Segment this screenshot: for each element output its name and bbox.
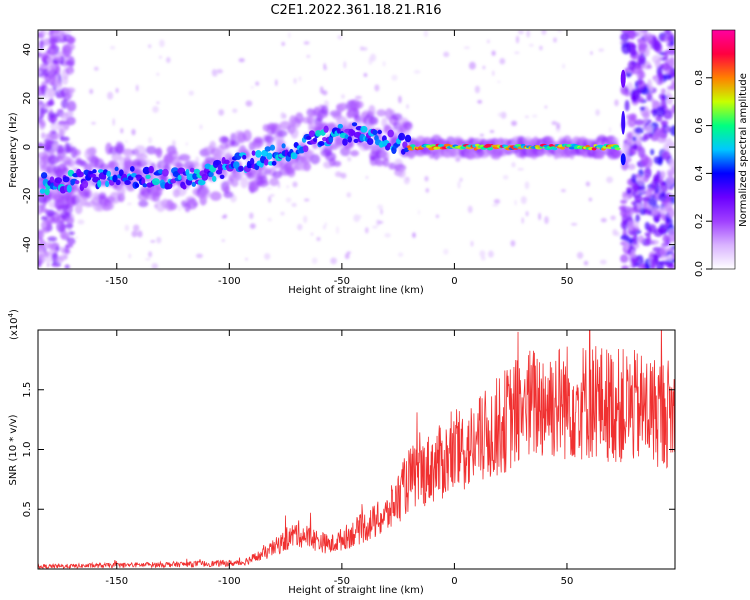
- y-tick-label: 1.0: [22, 442, 33, 458]
- colorbar-label: Normalized spectral amplitude: [738, 73, 749, 227]
- colorbar-tick-label: 0.2: [694, 213, 705, 229]
- spectrogram-ridge: [39, 69, 626, 196]
- y-tick-label: 20: [22, 92, 33, 105]
- snr-panel: -150 -100 -50 0 50 0.5 1.0 1.5 Height of strai…: [7, 309, 676, 596]
- x-tick-label: -150: [105, 576, 128, 587]
- colorbar: 0.0 0.2 0.4 0.6 0.8 Normalized spectral ampl…: [694, 29, 749, 277]
- colorbar-frame: [711, 29, 736, 270]
- snr-series-line: [38, 330, 675, 569]
- x-tick-label: 50: [561, 276, 574, 287]
- snr-y-scale-label: (x104): [7, 309, 20, 340]
- chart-title: C2E1.2022.361.18.21.R16: [270, 3, 441, 18]
- y-tick-label: -20: [22, 188, 33, 204]
- snr-x-axis-label: Height of straight line (km): [288, 585, 424, 596]
- x-tick-label: 0: [451, 576, 457, 587]
- snr-plot-area: [38, 330, 675, 569]
- x-tick-label: -50: [334, 276, 350, 287]
- spectrogram-x-axis-label: Height of straight line (km): [288, 285, 424, 296]
- spectrogram-x-ticks: -150 -100 -50 0 50: [105, 30, 573, 287]
- spectrogram-frame: [37, 29, 676, 270]
- snr-y-ticks: 0.5 1.0 1.5: [22, 382, 675, 517]
- spectrogram-y-ticks: -40 -20 0 20 40: [22, 43, 675, 253]
- x-tick-label: -100: [218, 576, 241, 587]
- snr-x-ticks: -150 -100 -50 0 50: [105, 330, 573, 587]
- x-tick-label: -150: [105, 276, 128, 287]
- colorbar-tick-label: 0.0: [694, 261, 705, 277]
- colorbar-gradient: [712, 30, 735, 269]
- colorbar-tick-label: 0.4: [694, 165, 705, 181]
- y-tick-label: 1.5: [22, 382, 33, 398]
- x-tick-label: -50: [334, 576, 350, 587]
- y-tick-label: 0.5: [22, 501, 33, 517]
- colorbar-tick-label: 0.8: [694, 70, 705, 86]
- spectrogram-y-axis-label: Frequency (Hz): [8, 112, 19, 188]
- x-tick-label: -100: [218, 276, 241, 287]
- x-tick-label: 0: [451, 276, 457, 287]
- snr-y-axis-label: SNR (10 * v/v): [8, 414, 19, 485]
- spectrogram-panel: -150 -100 -50 0 50 -40 -20 0 20 40 Height of str…: [8, 29, 676, 296]
- x-tick-label: 50: [561, 576, 574, 587]
- colorbar-tick-label: 0.6: [694, 118, 705, 134]
- y-tick-label: 0: [22, 144, 33, 150]
- colorbar-ticks: 0.0 0.2 0.4 0.6 0.8: [694, 70, 712, 277]
- y-tick-label: 40: [22, 43, 33, 56]
- snr-y-scale-prefix: (x10: [9, 317, 20, 340]
- snr-y-scale-exponent: 4: [7, 312, 15, 317]
- spectrogram-image: [38, 30, 675, 269]
- snr-y-scale-suffix: ): [9, 309, 20, 313]
- y-tick-label: -40: [22, 236, 33, 252]
